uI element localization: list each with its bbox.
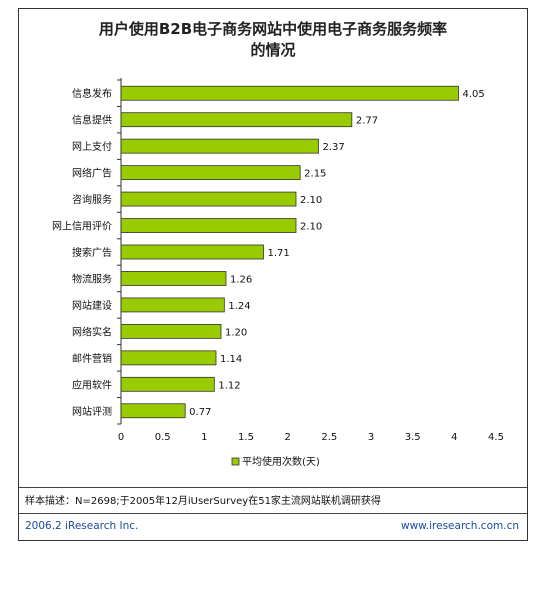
x-tick-label: 4 <box>451 432 457 443</box>
bar <box>120 323 222 339</box>
value-label: 1.20 <box>225 327 247 338</box>
sample-note: 样本描述：N=2698;于2005年12月iUserSurvey在51家主流网站… <box>25 496 381 507</box>
copyright-text: 2006.2 iResearch Inc. <box>25 520 139 532</box>
value-label: 2.15 <box>304 169 326 180</box>
value-label: 1.14 <box>220 354 242 365</box>
x-tick-label: 0.5 <box>155 432 171 443</box>
x-tick-label: 1.5 <box>238 432 254 443</box>
category-label: 信息发布 <box>72 87 112 100</box>
value-label: 1.12 <box>218 380 240 391</box>
category-label: 网站评测 <box>72 405 112 418</box>
bar <box>120 191 297 207</box>
bar <box>120 112 353 128</box>
category-label: 应用软件 <box>72 378 112 391</box>
x-tick-label: 1 <box>201 432 207 443</box>
chart-title-line-2: 的情况 <box>250 41 296 59</box>
bar <box>120 218 297 233</box>
bar <box>120 165 301 181</box>
note-separator <box>19 487 527 488</box>
bar <box>120 376 215 392</box>
x-tick-label: 3.5 <box>405 432 421 443</box>
legend-swatch <box>231 457 240 466</box>
bar-chart: 信息发布 4.05 信息提供 2.77 网上支付 2.37 网络广告 2.15 咨询服务 2.10… <box>52 78 504 468</box>
category-label: 物流服务 <box>72 272 112 285</box>
value-label: 1.24 <box>228 301 250 312</box>
bar <box>120 244 264 260</box>
legend-label: 平均使用次数(天) <box>242 455 320 468</box>
bar <box>120 350 217 366</box>
x-tick-label: 2.5 <box>321 432 337 443</box>
bar <box>120 85 459 101</box>
value-label: 2.37 <box>323 142 345 153</box>
category-label: 网络实名 <box>72 325 112 338</box>
chart-title: 用户使用B2B电子商务网站中使用电子商务服务频率 的情况 <box>19 19 527 61</box>
bar <box>120 138 319 154</box>
category-label: 咨询服务 <box>72 193 112 206</box>
category-label: 网上信用评价 <box>52 221 112 233</box>
value-label: 4.05 <box>463 89 485 100</box>
category-label: 邮件营销 <box>72 352 112 365</box>
bar <box>120 403 186 419</box>
chart-frame: 用户使用B2B电子商务网站中使用电子商务服务频率 的情况 信息发布 4.05 信息提… <box>18 8 528 541</box>
value-label: 2.77 <box>356 116 378 127</box>
x-tick-label: 3 <box>368 432 374 443</box>
value-label: 2.10 <box>300 195 322 206</box>
bar <box>120 271 227 286</box>
website-link[interactable]: www.iresearch.com.cn <box>400 520 519 532</box>
category-label: 搜索广告 <box>72 246 112 259</box>
x-tick-label: 4.5 <box>488 432 504 443</box>
x-tick-label: 2 <box>284 432 290 443</box>
category-label: 网站建设 <box>72 299 112 312</box>
category-label: 网络广告 <box>72 167 112 180</box>
value-label: 2.10 <box>300 222 322 233</box>
value-label: 0.77 <box>189 407 211 418</box>
category-label: 网上支付 <box>72 140 112 153</box>
value-label: 1.26 <box>230 274 252 285</box>
footer-separator <box>19 513 527 514</box>
x-tick-label: 0 <box>118 432 124 443</box>
value-label: 1.71 <box>268 248 290 259</box>
bar <box>120 297 225 313</box>
chart-title-line-1: 用户使用B2B电子商务网站中使用电子商务服务频率 <box>98 20 448 38</box>
category-label: 信息提供 <box>72 114 112 127</box>
